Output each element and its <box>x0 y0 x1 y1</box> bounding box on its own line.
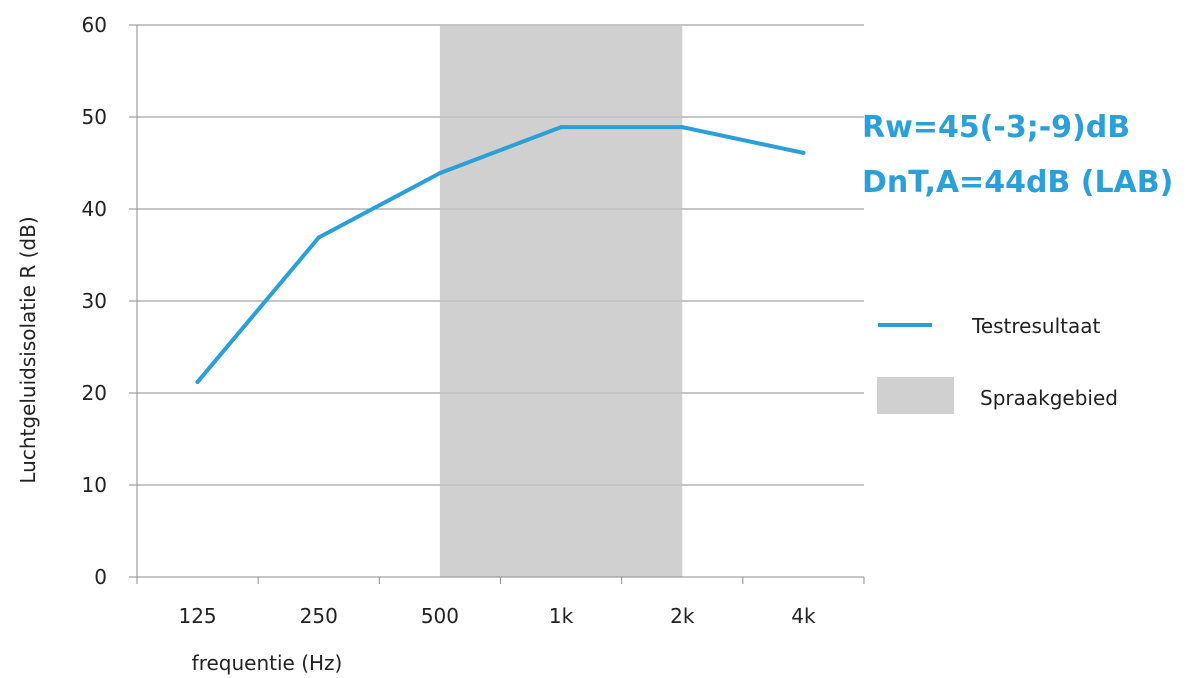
y-tick-label: 40 <box>82 197 107 221</box>
x-tick-label: 125 <box>178 604 216 628</box>
data-point <box>801 150 806 155</box>
axes <box>129 24 865 584</box>
y-tick-label: 10 <box>82 473 107 497</box>
legend-label-spraakgebied: Spraakgebied <box>980 386 1118 410</box>
y-tick-label: 0 <box>94 565 107 589</box>
rw-annotation: Rw=45(-3;-9)dB <box>862 110 1131 145</box>
y-axis-title: Luchtgeluidsisolatie R (dB) <box>16 216 40 483</box>
data-point <box>195 379 200 384</box>
data-point <box>559 125 564 130</box>
x-tick-label: 2k <box>670 604 695 628</box>
data-point <box>680 125 685 130</box>
data-point <box>316 235 321 240</box>
y-tick-label: 50 <box>82 105 107 129</box>
data-point <box>437 171 442 176</box>
legend-label-testresultaat: Testresultaat <box>971 314 1100 338</box>
legend-swatch-spraakgebied <box>877 377 954 414</box>
x-tick-label: 500 <box>421 604 459 628</box>
speech-area-band <box>439 25 683 577</box>
x-axis-title: frequentie (Hz) <box>192 651 343 675</box>
y-tick-labels: 0 10 20 30 40 50 60 <box>82 13 107 589</box>
y-tick-label: 30 <box>82 289 107 313</box>
dnt-annotation: DnT,A=44dB (LAB) <box>862 165 1174 200</box>
x-tick-label: 1k <box>549 604 574 628</box>
x-tick-labels: 125 250 500 1k 2k 4k <box>178 604 815 628</box>
legend: Testresultaat Spraakgebied <box>877 314 1118 414</box>
y-tick-label: 60 <box>82 13 107 37</box>
series-points <box>195 125 806 384</box>
y-tick-label: 20 <box>82 381 107 405</box>
x-tick-label: 250 <box>300 604 338 628</box>
x-tick-label: 4k <box>791 604 816 628</box>
gridlines-overlay <box>137 24 864 486</box>
series-line-testresultaat <box>195 125 806 384</box>
